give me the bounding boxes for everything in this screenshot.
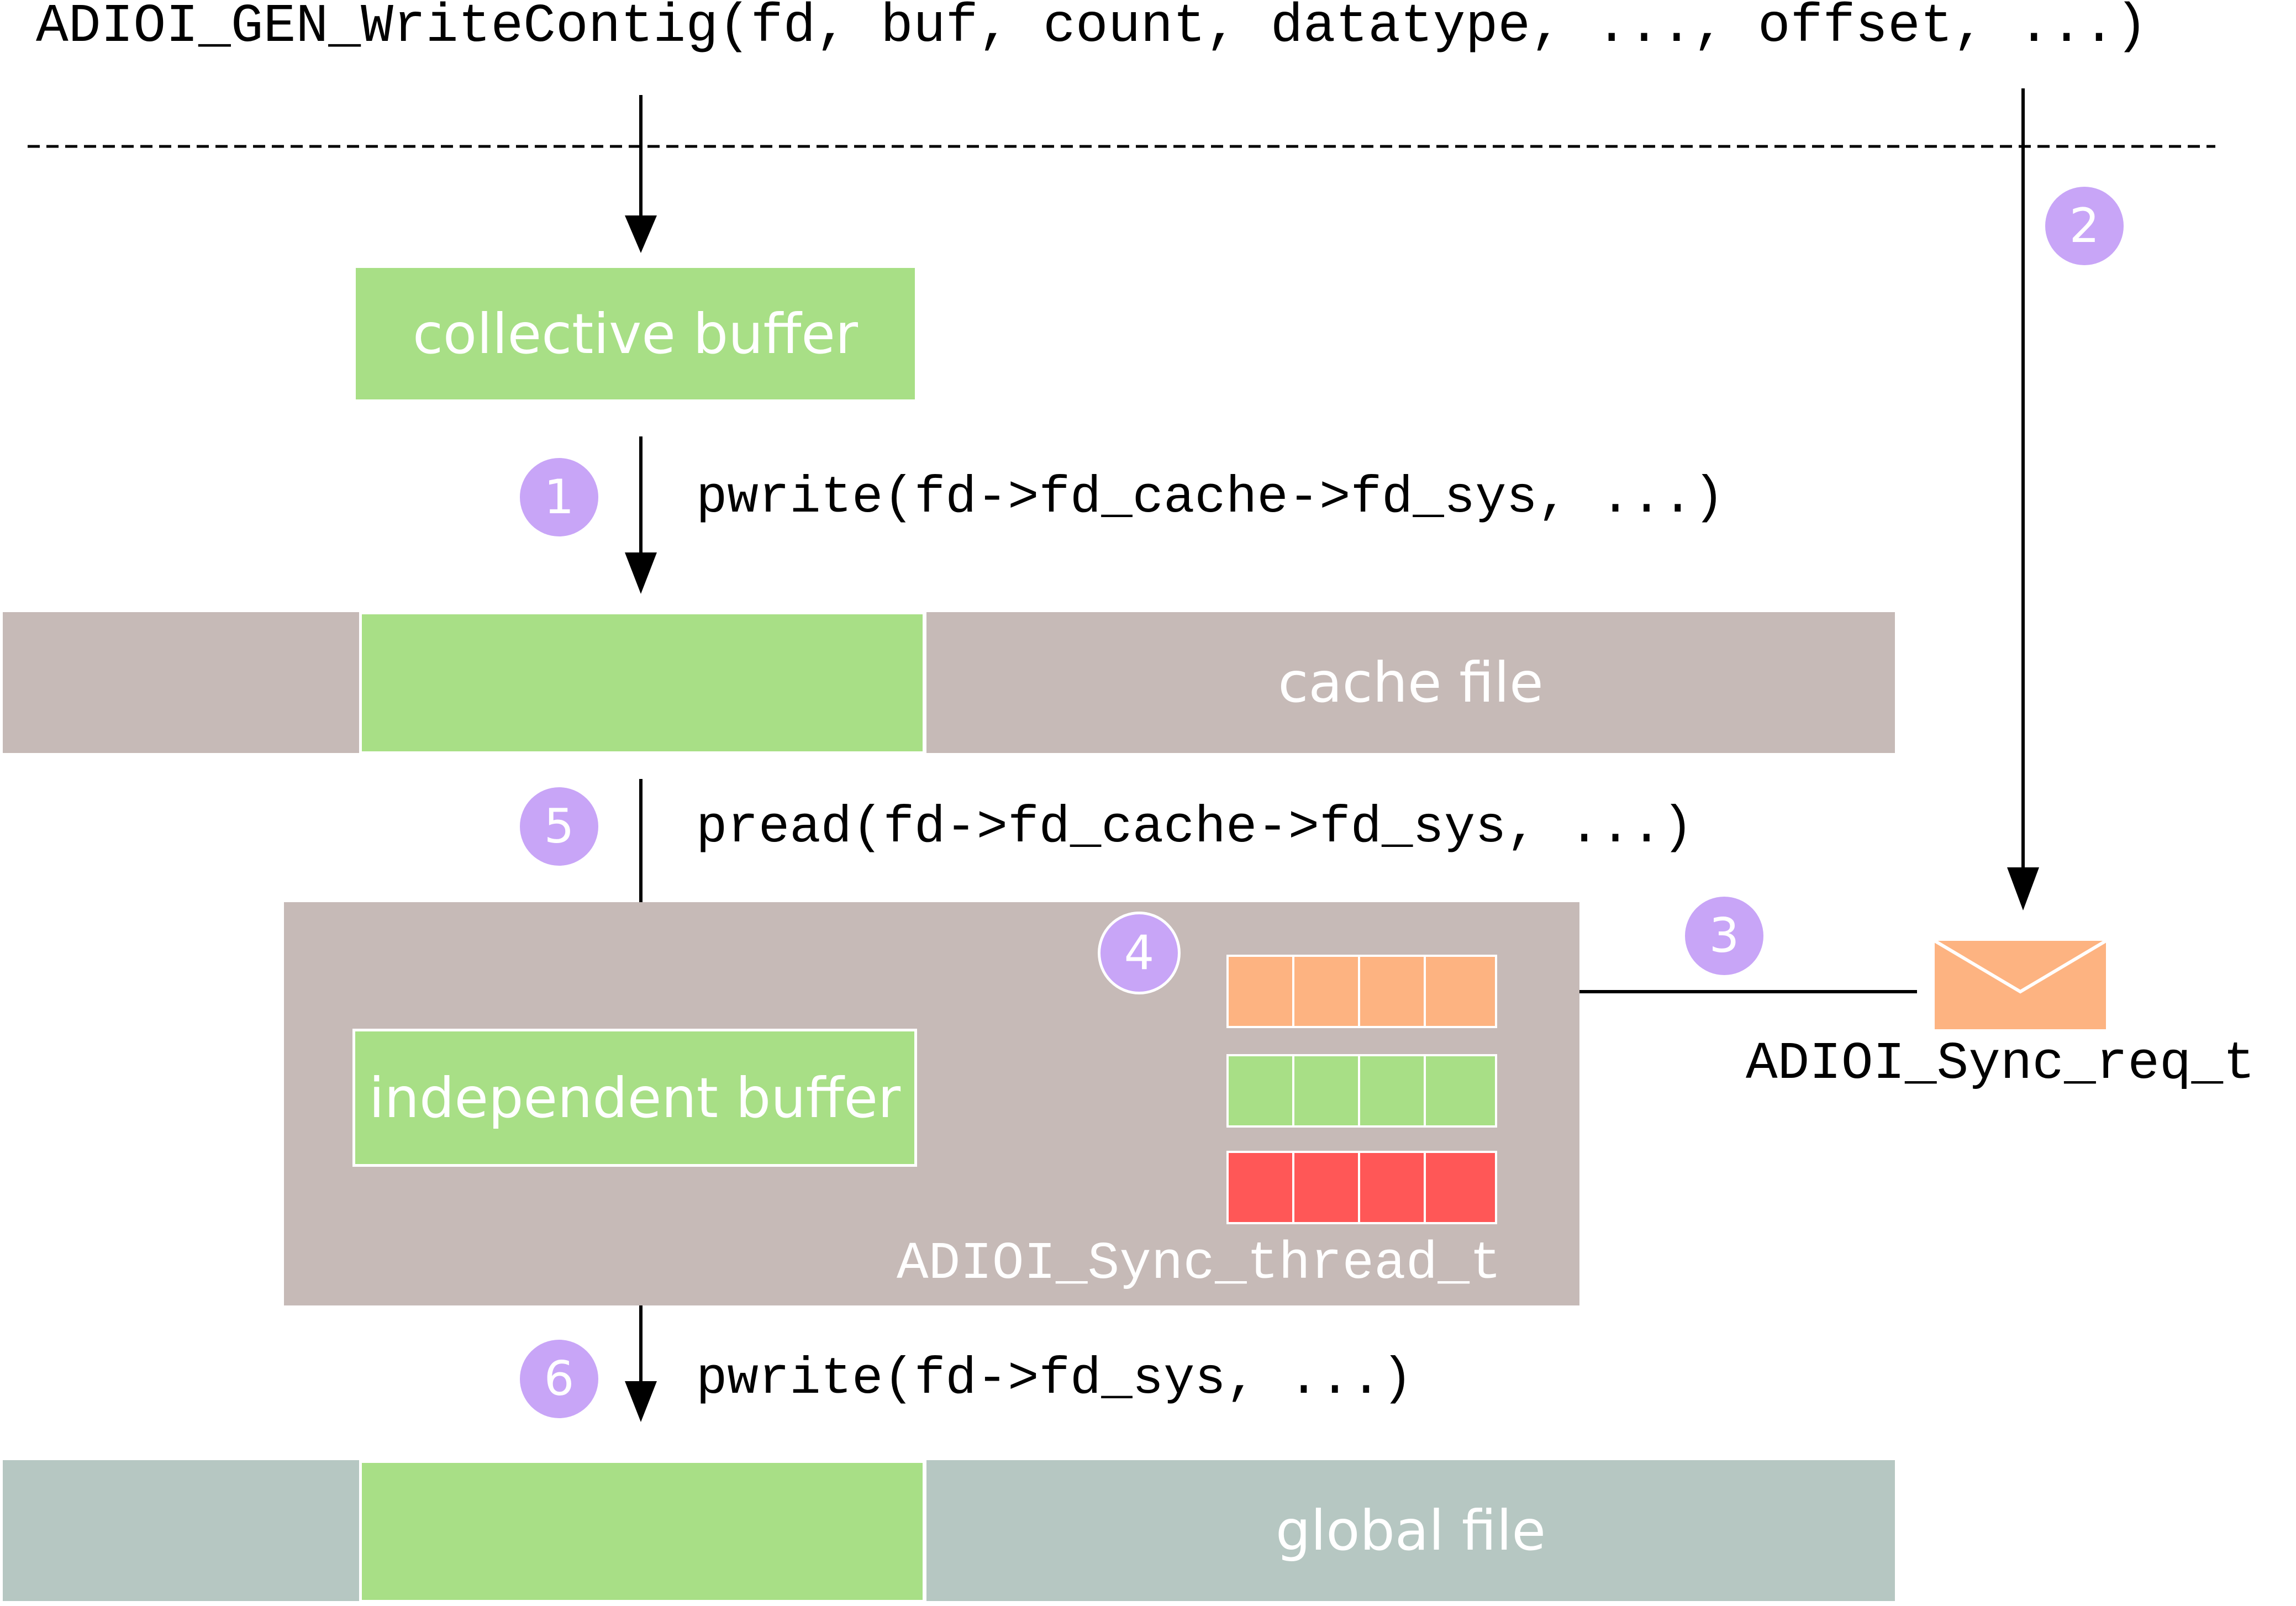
envelope-icon (1934, 939, 2107, 1029)
queue-slot (1358, 1151, 1426, 1224)
sync-thread-label: ADIOI_Sync_thread_t (897, 1234, 1502, 1294)
global-file-left-segment (3, 1460, 359, 1601)
queue-slot (1226, 955, 1294, 1028)
write-contig-call: ADIOI_GEN_WriteContig(fd, buf, count, da… (36, 0, 2148, 57)
step-6-call: pwrite(fd->fd_sys, ...) (696, 1350, 1413, 1409)
queue-slot (1292, 1054, 1360, 1128)
global-file-written-segment (362, 1463, 923, 1600)
step-5-badge: 5 (520, 787, 598, 866)
sync-request-label: ADIOI_Sync_req_t (1746, 1034, 2255, 1094)
step-5-call: pread(fd->fd_cache->fd_sys, ...) (696, 799, 1694, 857)
arrow-to-cache-file (625, 436, 657, 594)
queue-slot (1424, 955, 1497, 1028)
cache-file: cache file (926, 612, 1895, 753)
collective-buffer-label: collective buffer (412, 301, 859, 366)
step-4-badge: 4 (1098, 912, 1181, 994)
global-file: global file (926, 1460, 1895, 1601)
queue-slot (1292, 955, 1360, 1028)
step-6-badge: 6 (520, 1340, 598, 1418)
step-1-call: pwrite(fd->fd_cache->fd_sys, ...) (696, 469, 1725, 528)
independent-buffer: independent buffer (352, 1029, 917, 1167)
cache-file-left-segment (3, 612, 359, 753)
step-1-badge: 1 (520, 458, 598, 536)
queue-slot (1226, 1054, 1294, 1128)
step-2-badge: 2 (2045, 187, 2124, 265)
step-3-badge: 3 (1685, 897, 1763, 975)
cache-file-label: cache file (1278, 650, 1544, 715)
queue-slot (1424, 1054, 1497, 1128)
queue-slot (1226, 1151, 1294, 1224)
arrow-to-sync-request (2007, 88, 2039, 910)
queue-slot (1292, 1151, 1360, 1224)
queue-slot (1358, 955, 1426, 1028)
collective-buffer: collective buffer (356, 268, 915, 399)
cache-file-written-segment (362, 614, 923, 751)
global-file-label: global file (1275, 1498, 1546, 1563)
arrow-to-collective-buffer (625, 95, 657, 253)
independent-buffer-label: independent buffer (368, 1065, 901, 1130)
queue-slot (1424, 1151, 1497, 1224)
queue-slot (1358, 1054, 1426, 1128)
